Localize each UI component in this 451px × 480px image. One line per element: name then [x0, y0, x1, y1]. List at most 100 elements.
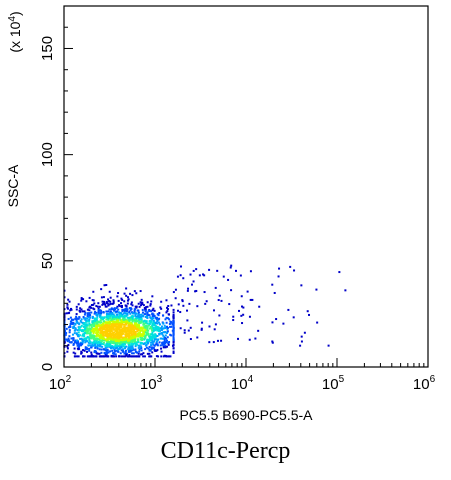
scatter-point [125, 287, 128, 290]
scatter-point [202, 273, 205, 276]
scatter-point [96, 320, 99, 323]
scatter-point [166, 327, 169, 330]
scatter-point [251, 298, 254, 301]
scatter-point [153, 309, 156, 312]
scatter-point [138, 334, 141, 337]
scatter-point [122, 318, 125, 321]
scatter-point [66, 350, 69, 353]
scatter-point [145, 306, 148, 309]
scatter-point [93, 319, 96, 322]
scatter-point [129, 328, 132, 331]
scatter-point [172, 308, 175, 311]
scatter-point [95, 322, 98, 325]
scatter-point [217, 299, 220, 302]
scatter-point [140, 298, 143, 301]
scatter-point [162, 322, 165, 325]
scatter-point [117, 348, 120, 351]
scatter-point [150, 310, 153, 313]
scatter-point [134, 305, 137, 308]
scatter-point [141, 308, 144, 311]
scatter-point [77, 346, 80, 349]
scatter-point [128, 310, 131, 313]
scatter-point [152, 346, 155, 349]
scatter-point [166, 306, 169, 309]
scatter-point [149, 303, 152, 306]
scatter-point [66, 303, 69, 306]
scatter-point [101, 318, 104, 321]
scatter-point [95, 355, 98, 358]
scatter-point [166, 310, 169, 313]
scatter-point [168, 355, 171, 358]
scatter-point [189, 273, 192, 276]
scatter-point [124, 341, 127, 344]
scatter-point [81, 321, 84, 324]
scatter-point [124, 328, 127, 331]
scatter-point [189, 326, 192, 329]
scatter-point [200, 328, 203, 331]
scatter-point [152, 322, 155, 325]
scatter-point [174, 297, 177, 300]
scatter-point [116, 305, 119, 308]
scatter-point [77, 303, 80, 306]
scatter-point [164, 344, 167, 347]
scatter-point [91, 322, 94, 325]
scatter-point [121, 298, 124, 301]
scatter-point [78, 309, 81, 312]
scatter-point [123, 352, 126, 355]
scatter-point [118, 355, 121, 358]
scatter-point [118, 342, 121, 345]
scatter-point [86, 324, 89, 327]
scatter-point [222, 275, 225, 278]
scatter-point [115, 307, 118, 309]
scatter-point [120, 312, 123, 315]
scatter-point [132, 352, 135, 355]
scatter-point [105, 300, 108, 303]
scatter-point [105, 284, 108, 287]
scatter-point [109, 341, 112, 344]
scatter-point [162, 341, 165, 344]
scatter-point [172, 350, 175, 353]
scatter-point [110, 314, 113, 317]
scatter-point [68, 331, 71, 334]
scatter-point [111, 355, 114, 358]
scatter-point [102, 296, 105, 299]
scatter-point [140, 304, 143, 307]
scatter-point [80, 297, 83, 300]
scatter-point [169, 355, 172, 358]
scatter-point [131, 294, 134, 297]
scatter-point [84, 323, 87, 326]
scatter-point [103, 316, 106, 319]
scatter-point [165, 331, 168, 334]
scatter-point [127, 318, 130, 321]
scatter-point [88, 349, 91, 352]
scatter-point [106, 337, 109, 340]
scatter-point [92, 322, 95, 325]
scatter-point [99, 329, 102, 332]
scatter-point [90, 306, 93, 309]
scatter-point [100, 323, 103, 326]
scatter-point [77, 331, 80, 334]
scatter-point [73, 325, 76, 328]
scatter-point [165, 339, 168, 342]
scatter-point [114, 353, 117, 356]
scatter-point [107, 298, 110, 301]
scatter-point [140, 345, 143, 348]
scatter-point [130, 355, 133, 358]
scatter-point [103, 352, 106, 355]
scatter-point [142, 338, 145, 341]
scatter-point [76, 342, 79, 345]
scatter-point [85, 347, 88, 350]
scatter-point [111, 320, 114, 323]
scatter-point [135, 326, 138, 329]
scatter-point [142, 330, 145, 333]
scatter-point [85, 326, 88, 329]
scatter-point [116, 337, 119, 340]
scatter-point [120, 297, 123, 300]
scatter-point [97, 308, 100, 311]
scatter-point [74, 328, 77, 331]
scatter-point [126, 308, 129, 311]
scatter-point [156, 348, 159, 351]
scatter-point [148, 327, 151, 330]
scatter-point [137, 311, 140, 314]
scatter-point [93, 344, 96, 347]
